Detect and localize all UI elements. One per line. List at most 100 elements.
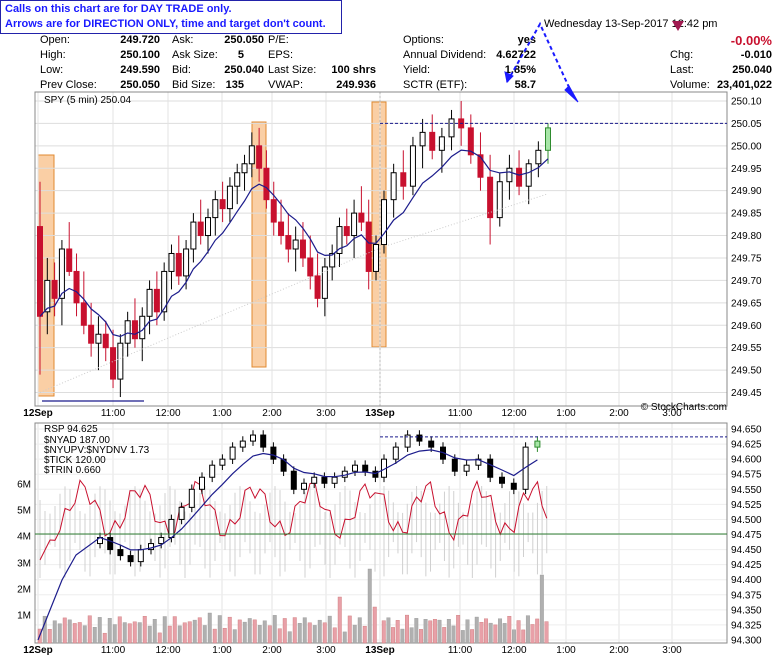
volume-bar [57, 623, 62, 644]
candle-body [419, 131, 426, 147]
rsp-panel-frame [34, 422, 728, 644]
price-y-tick: 250.05 [731, 119, 762, 130]
candle-body [37, 226, 43, 317]
volume-bar [172, 616, 177, 644]
rsp-y-tick: 94.650 [731, 425, 762, 436]
candle-body [88, 324, 95, 344]
candle-body [58, 248, 65, 299]
bid-size-label: Bid Size: [172, 79, 216, 91]
volume-bar [122, 622, 127, 644]
volume-bar [157, 632, 162, 644]
rsp-y-tick: 94.325 [731, 620, 762, 631]
volume-y-tick: 5M [17, 506, 31, 517]
volume-bar [395, 620, 400, 644]
ask-size-value: 5 [237, 49, 244, 61]
x-axis-ticks: 12Sep 11:00 12:00 1:00 2:00 3:00 13Sep 11:00 12:… [23, 408, 682, 656]
rsp-candle-body [372, 470, 379, 478]
candle-body [487, 176, 494, 219]
highlight-zones [37, 101, 387, 397]
rsp-chart-title: RSP 94.625 [44, 424, 98, 435]
sctr-value: 58.7 [514, 79, 536, 91]
ask-label: Ask: [172, 34, 194, 46]
volume-bar [242, 621, 247, 644]
price-vwap-line [39, 193, 549, 393]
volume-bar [521, 629, 526, 644]
rsp-y-tick: 94.425 [731, 560, 762, 571]
notice-line-1: Calls on this chart are for DAY TRADE on… [5, 3, 232, 15]
candle-body [314, 275, 321, 299]
price-y-tick: 249.70 [731, 276, 762, 287]
rsp-candle-body [168, 518, 175, 539]
volume-bar [423, 619, 428, 644]
volume-bar [282, 618, 287, 644]
candle-body [381, 199, 387, 246]
volume-bar [187, 621, 192, 644]
volume-bar [502, 623, 507, 644]
volume-bar [237, 619, 242, 644]
rsp-x-tick: 13Sep [365, 645, 394, 656]
annotations [35, 21, 727, 535]
rsp-y-tick: 94.400 [731, 575, 762, 586]
moving-averages [39, 149, 549, 393]
candle-body [299, 239, 306, 259]
legend-tick: $TICK 120.00 [44, 455, 106, 466]
volume-bar [222, 627, 227, 644]
vwap-value: 249.936 [336, 79, 376, 91]
candle-body [373, 244, 379, 272]
price-y-tick: 249.75 [731, 253, 762, 264]
vwap-label: VWAP: [268, 79, 304, 91]
candle-body [329, 252, 336, 268]
rsp-candle-body [158, 537, 165, 545]
candle-body [343, 226, 350, 237]
candle-body [525, 163, 532, 187]
volume-bar [272, 615, 277, 644]
volume-bar [470, 629, 475, 644]
volume-bar [391, 627, 395, 644]
y-axis-ticks: 250.10 250.05 250.00 249.95 249.90 249.85 249.… [17, 96, 762, 646]
ask-size-label: Ask Size: [172, 49, 218, 61]
volume-bar [456, 614, 461, 644]
rsp-candle-body [239, 440, 246, 448]
volume-y-tick: 4M [17, 532, 31, 543]
rsp-candle-body [199, 476, 205, 490]
price-y-tick: 249.50 [731, 366, 762, 377]
rsp-candle-body [404, 434, 411, 448]
rsp-candle-body [188, 488, 195, 508]
price-y-tick: 249.65 [731, 298, 762, 309]
volume-bar [539, 574, 544, 644]
volume-bar [257, 625, 262, 644]
volume-bar [262, 620, 267, 644]
volume-bar [498, 618, 502, 644]
rsp-candle-body [522, 446, 529, 490]
rsp-y-tick: 94.350 [731, 605, 762, 616]
volume-bar [465, 619, 470, 644]
rsp-x-tick: 2:00 [262, 645, 282, 656]
rsp-x-tick: 12:00 [501, 645, 526, 656]
volume-bar [530, 624, 535, 644]
volume-bar [432, 619, 437, 644]
rsp-moving-average [37, 449, 538, 641]
candle-body [146, 288, 153, 317]
rsp-y-tick: 94.500 [731, 515, 762, 526]
rsp-x-tick: 11:00 [101, 645, 126, 656]
volume-bar [52, 620, 57, 644]
price-x-tick: 2:00 [609, 408, 629, 419]
price-x-tick: 3:00 [316, 408, 336, 419]
volume-bar [312, 625, 317, 644]
volume-label: Volume: [670, 79, 710, 91]
volume-bar [342, 631, 347, 644]
candle-body [365, 221, 372, 272]
options-value: yes [517, 34, 536, 46]
high-value: 250.100 [120, 49, 160, 61]
volume-bar [67, 619, 72, 644]
rsp-candle-body [290, 470, 297, 490]
price-x-tick: 12Sep [23, 408, 52, 419]
rsp-candle-body [301, 482, 307, 490]
price-moving-average [39, 149, 549, 338]
price-x-tick: 11:00 [101, 408, 126, 419]
candle-body [263, 167, 270, 201]
volume-bar [82, 625, 87, 644]
candle-body [496, 181, 503, 219]
volume-bar [442, 627, 447, 644]
rsp-x-tick: 11:00 [448, 645, 473, 656]
